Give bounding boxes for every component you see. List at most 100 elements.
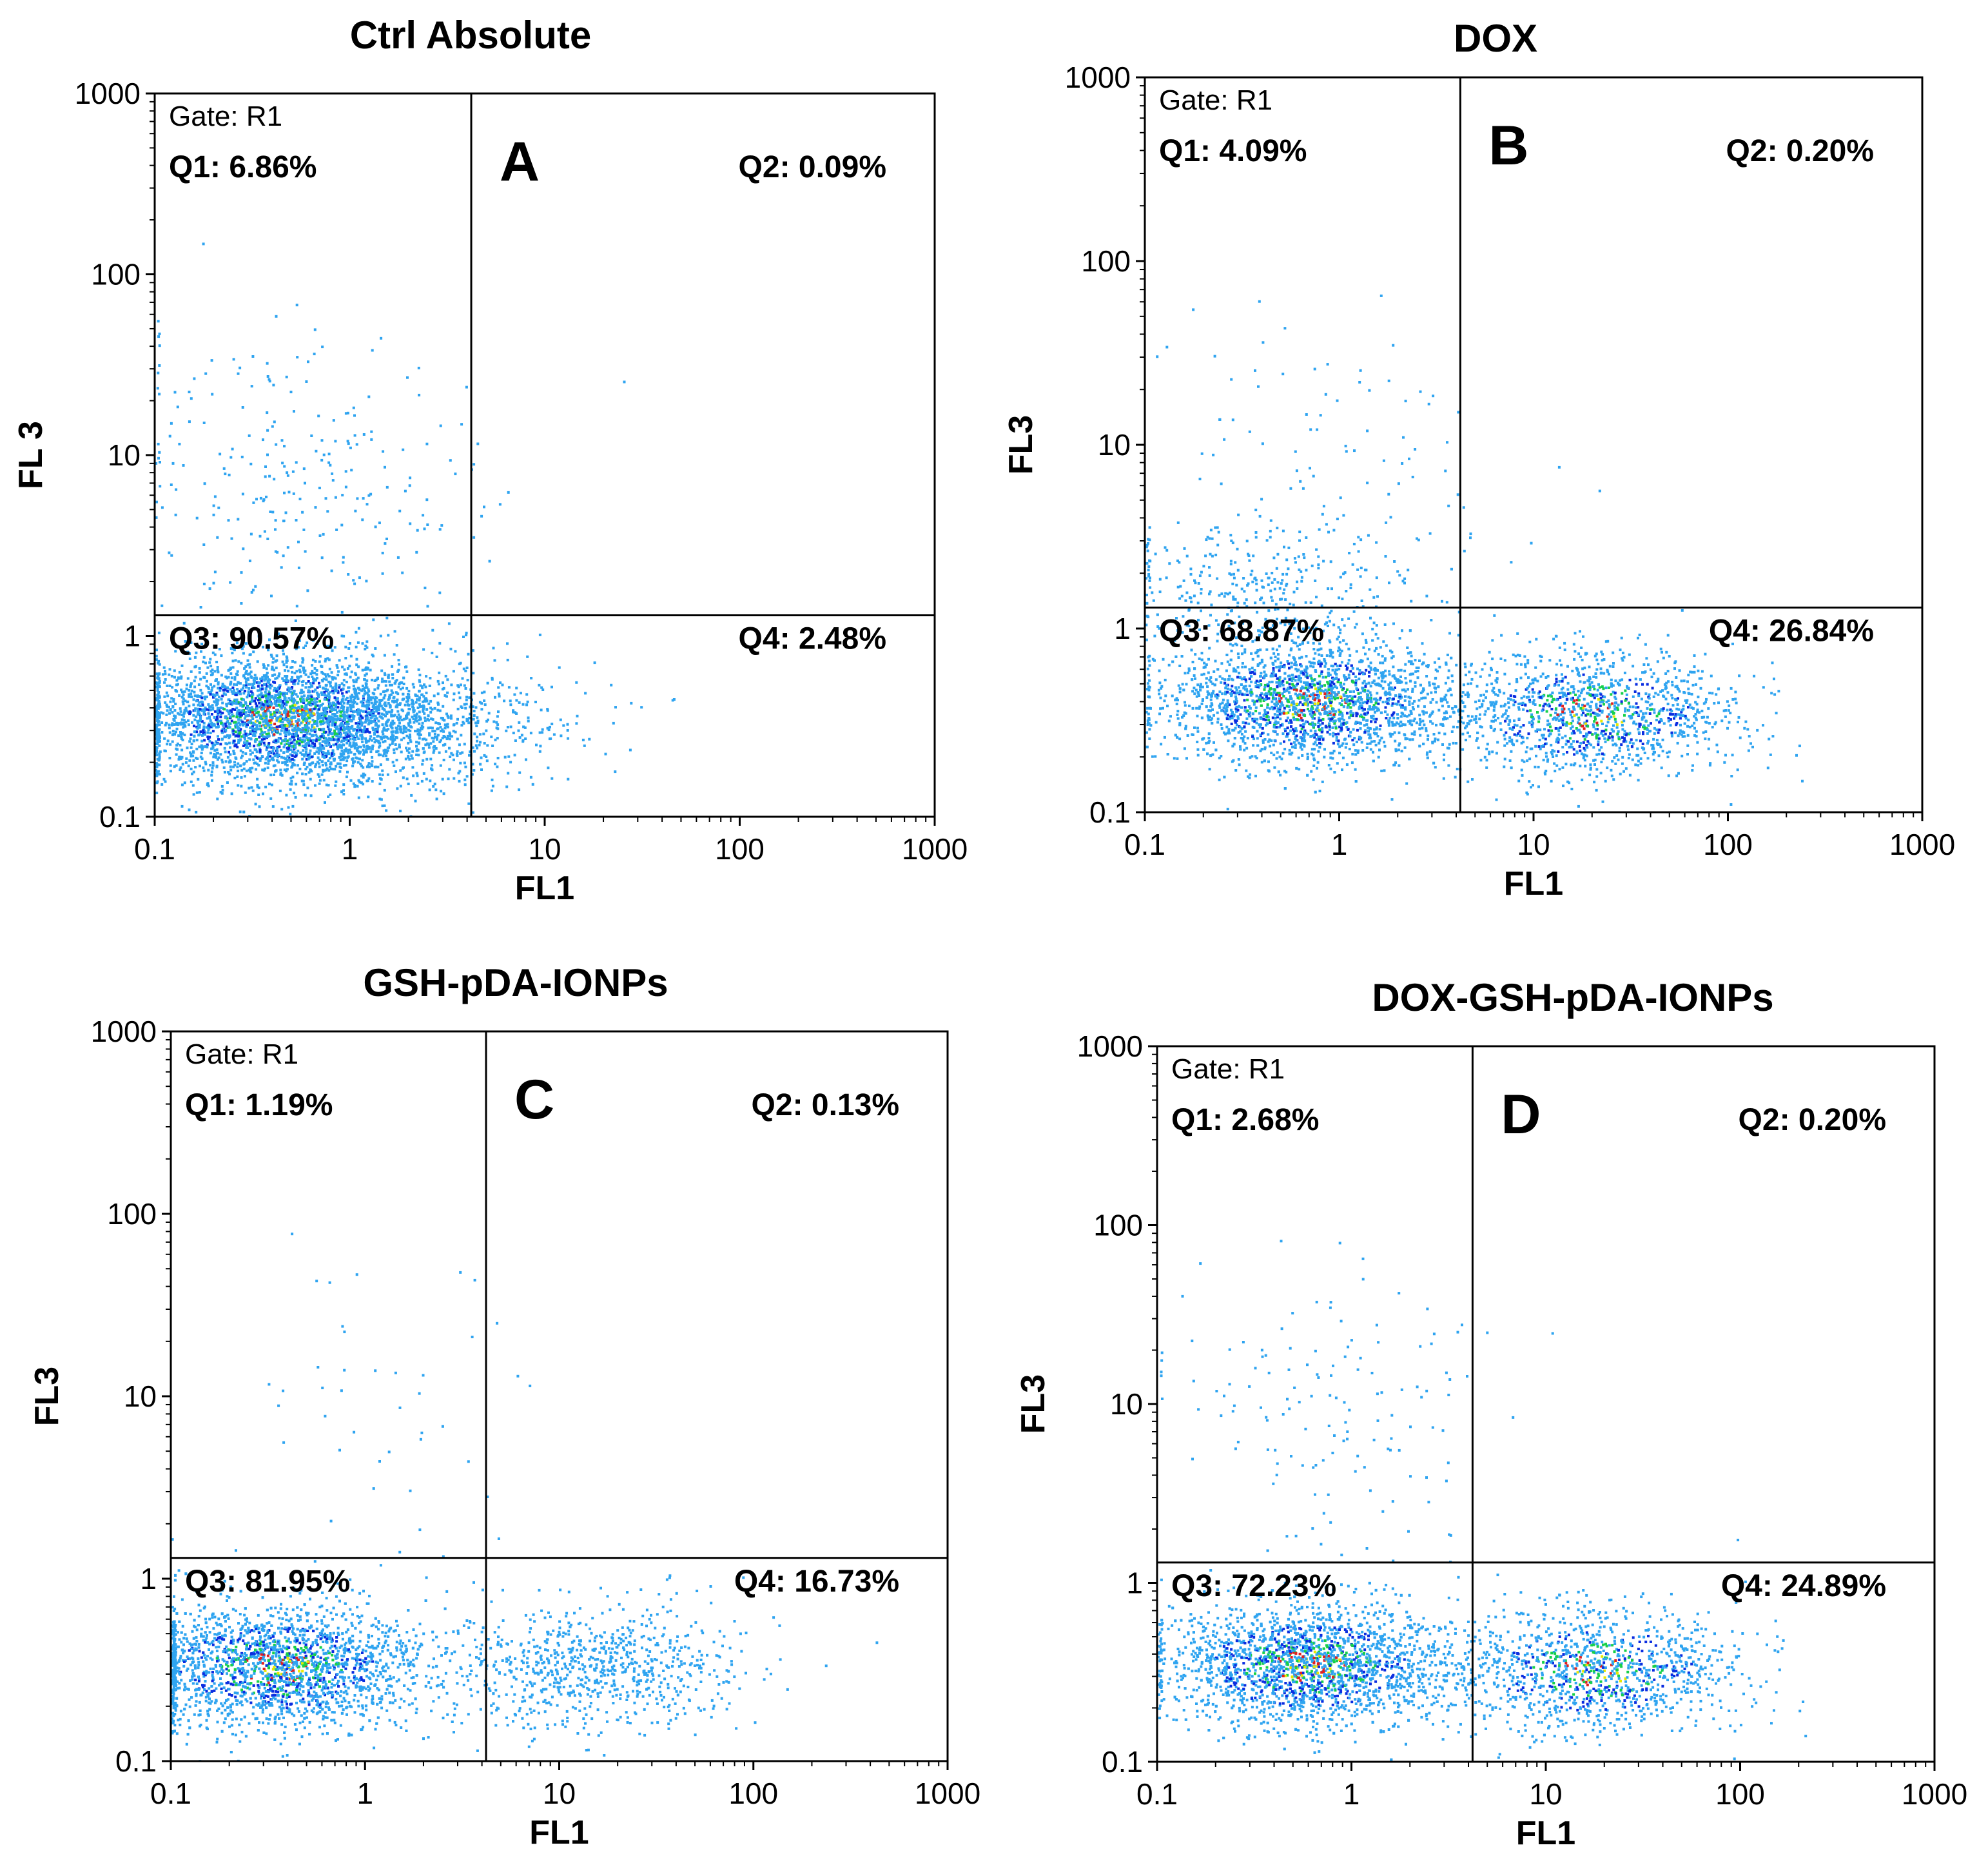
scatter-point — [313, 353, 316, 356]
scatter-point — [415, 712, 418, 716]
scatter-point — [450, 683, 453, 687]
scatter-point — [346, 770, 349, 774]
scatter-point — [182, 697, 185, 701]
scatter-point — [257, 757, 260, 760]
scatter-point — [359, 719, 362, 722]
scatter-point — [393, 738, 396, 741]
scatter-point — [401, 766, 404, 770]
scatter-point — [344, 747, 347, 750]
scatter-point — [157, 371, 160, 375]
scatter-point — [257, 710, 260, 714]
scatter-point — [213, 723, 216, 726]
scatter-point — [270, 685, 273, 688]
scatter-point — [210, 741, 213, 745]
scatter-point — [335, 734, 338, 737]
scatter-point — [418, 737, 421, 740]
scatter-point — [231, 713, 234, 716]
scatter-point — [371, 710, 375, 713]
scatter-point — [422, 514, 425, 517]
scatter-point — [309, 697, 313, 701]
scatter-point — [365, 691, 369, 694]
scatter-point — [309, 682, 312, 685]
scatter-point — [379, 699, 382, 703]
scatter-point — [315, 697, 318, 700]
scatter-point — [296, 712, 299, 714]
scatter-point — [491, 785, 494, 788]
scatter-point — [302, 666, 305, 669]
scatter-point — [395, 736, 398, 739]
scatter-point — [229, 768, 233, 772]
scatter-point — [263, 703, 266, 707]
scatter-point — [327, 701, 331, 704]
scatter-point — [313, 730, 317, 733]
scatter-point — [318, 728, 320, 731]
scatter-point — [331, 678, 335, 681]
scatter-point — [365, 686, 369, 689]
scatter-point — [393, 764, 396, 767]
scatter-point — [387, 698, 390, 701]
scatter-point — [251, 726, 254, 730]
scatter-point — [245, 684, 248, 687]
scatter-point — [551, 723, 554, 726]
scatter-point — [357, 665, 360, 668]
scatter-point — [326, 688, 329, 692]
scatter-point — [363, 690, 366, 693]
scatter-point — [345, 681, 348, 683]
scatter-point — [318, 660, 321, 663]
scatter-point — [313, 743, 316, 745]
scatter-point — [157, 699, 159, 702]
scatter-point — [262, 666, 266, 669]
scatter-point — [459, 683, 462, 687]
scatter-point — [409, 522, 412, 525]
scatter-point — [353, 746, 356, 750]
scatter-point — [325, 712, 328, 716]
scatter-point — [512, 709, 515, 712]
scatter-point — [497, 686, 500, 689]
scatter-point — [404, 489, 407, 492]
scatter-point — [365, 640, 369, 643]
scatter-point — [210, 670, 213, 673]
scatter-point — [273, 673, 277, 676]
scatter-point — [424, 743, 427, 746]
scatter-point — [440, 790, 443, 793]
scatter-point — [333, 733, 336, 736]
scatter-point — [221, 694, 224, 697]
scatter-point — [465, 385, 468, 389]
scatter-point — [195, 699, 198, 703]
scatter-point — [239, 723, 242, 726]
scatter-point — [362, 751, 365, 754]
scatter-point — [347, 647, 351, 650]
scatter-point — [192, 759, 195, 762]
scatter-point — [161, 673, 164, 676]
scatter-point — [300, 705, 304, 708]
scatter-point — [173, 719, 176, 722]
scatter-point — [273, 723, 277, 726]
scatter-point — [465, 696, 468, 699]
scatter-point — [362, 775, 365, 779]
scatter-point — [458, 779, 461, 783]
scatter-point — [427, 726, 430, 730]
scatter-point — [165, 703, 168, 707]
scatter-point — [205, 685, 208, 688]
scatter-point — [384, 735, 387, 738]
scatter-point — [334, 713, 336, 716]
scatter-point — [297, 709, 300, 712]
scatter-point — [295, 730, 298, 734]
scatter-point — [245, 746, 248, 749]
scatter-point — [351, 765, 355, 768]
scatter-point — [262, 723, 265, 726]
scatter-point — [203, 729, 206, 732]
scatter-point — [248, 672, 251, 676]
scatter-point — [517, 729, 520, 732]
scatter-point — [239, 765, 242, 768]
scatter-point — [155, 516, 158, 519]
scatter-point — [283, 692, 286, 695]
scatter-point — [329, 767, 333, 770]
scatter-point — [202, 660, 205, 663]
scatter-point — [155, 654, 158, 658]
scatter-point — [306, 714, 309, 717]
scatter-point — [486, 744, 489, 747]
scatter-point — [336, 674, 340, 677]
scatter-point — [381, 774, 384, 777]
